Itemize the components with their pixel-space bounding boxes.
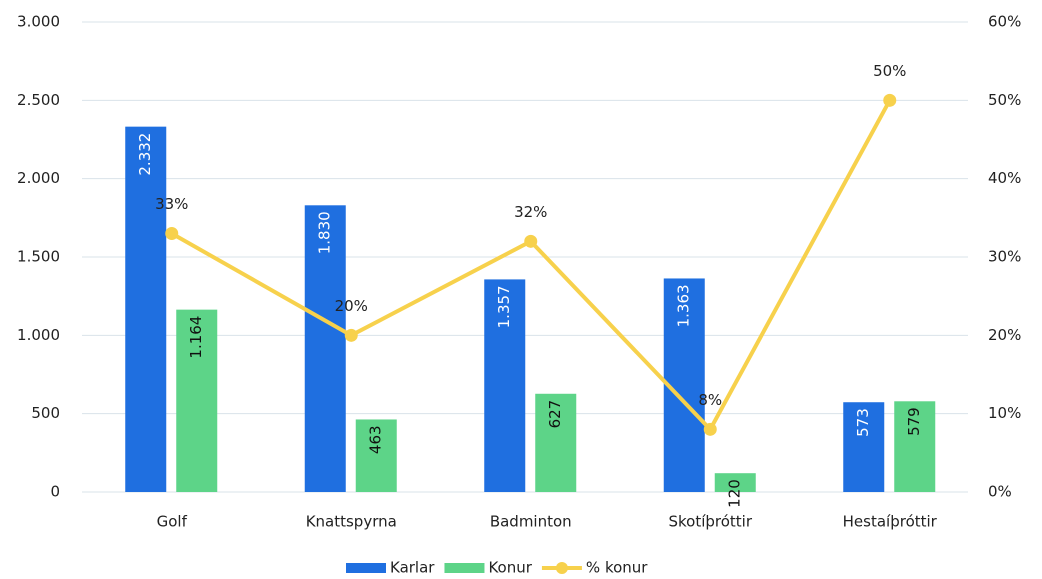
y-tick-label: 2.500 (17, 91, 60, 109)
legend-swatch (444, 563, 485, 573)
x-tick-label: Skotíþróttir (668, 513, 752, 531)
y2-tick-label: 50% (988, 91, 1021, 109)
bar-label: 1.164 (187, 316, 205, 359)
bar (355, 419, 397, 492)
y2-tick-label: 40% (988, 169, 1021, 187)
line-marker (524, 234, 538, 248)
line-label: 8% (698, 391, 722, 409)
bar (125, 126, 167, 493)
bar (535, 393, 577, 492)
y-tick-label: 0 (50, 483, 60, 501)
bar-label: 1.830 (316, 211, 334, 254)
legend-label: Konur (488, 559, 532, 577)
legend-marker (555, 562, 568, 574)
y2-tick-label: 30% (988, 248, 1021, 266)
bar-label: 463 (367, 425, 385, 454)
line-label: 50% (873, 62, 906, 80)
line-label: 32% (514, 203, 547, 221)
bar (894, 401, 936, 492)
legend-swatch (346, 563, 386, 573)
y-tick-label: 3.000 (17, 13, 60, 31)
bar-label: 579 (905, 407, 923, 436)
bar (843, 402, 885, 492)
bar-label: 1.363 (675, 284, 693, 327)
line-marker (703, 422, 717, 436)
bar (714, 473, 756, 492)
y-tick-label: 2.000 (17, 169, 60, 187)
x-tick-label: Hestaíþróttir (843, 513, 938, 531)
y-tick-label: 500 (31, 404, 60, 422)
y-tick-label: 1.000 (17, 326, 60, 344)
y2-tick-label: 20% (988, 326, 1021, 344)
y-tick-label: 1.500 (17, 248, 60, 266)
line-label: 33% (155, 195, 188, 213)
bar (176, 309, 218, 492)
line (170, 99, 892, 433)
bar-label: 627 (546, 400, 564, 429)
bar-label: 573 (854, 408, 872, 437)
x-tick-label: Badminton (490, 513, 572, 531)
x-tick-label: Golf (157, 513, 188, 531)
legend-label: Karlar (390, 559, 435, 577)
y2-tick-label: 60% (988, 13, 1021, 31)
bar (484, 279, 526, 492)
bar-label: 1.357 (495, 285, 513, 328)
legend-label: % konur (586, 559, 648, 577)
line-label: 20% (335, 297, 368, 315)
y2-tick-label: 10% (988, 404, 1021, 422)
bar-label: 2.332 (136, 133, 154, 176)
y2-tick-label: 0% (988, 483, 1012, 501)
line-marker (165, 227, 179, 240)
bar-label: 120 (726, 479, 744, 508)
line-marker (344, 328, 358, 342)
x-tick-label: Knattspyrna (306, 513, 397, 531)
line-marker (883, 93, 897, 107)
bar (304, 205, 346, 493)
